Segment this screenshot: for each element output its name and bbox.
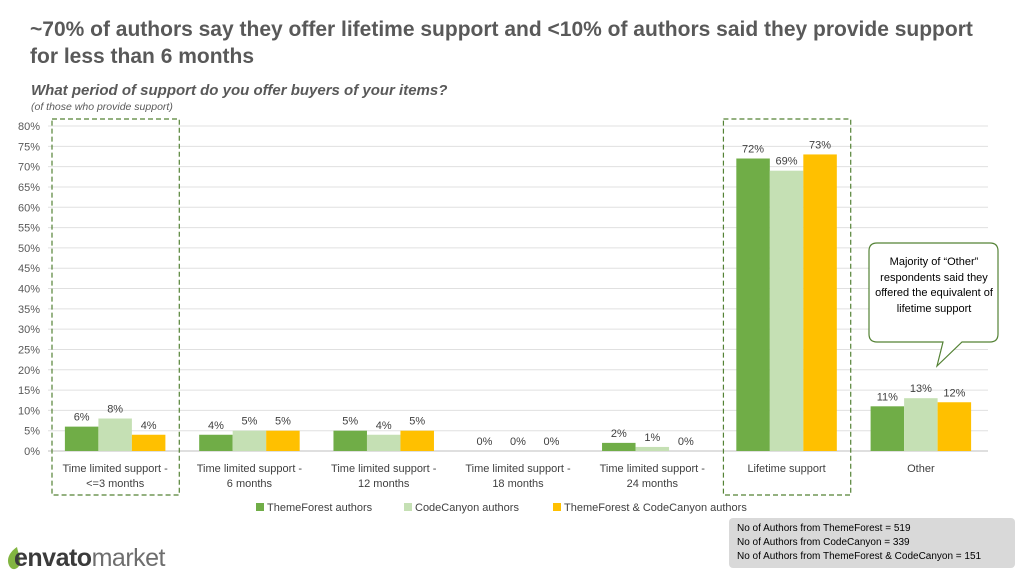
bar	[400, 430, 434, 451]
legend-label: CodeCanyon authors	[415, 502, 519, 514]
data-label: 0%	[544, 436, 560, 448]
bar	[736, 158, 770, 451]
footnote-line: No of Authors from ThemeForest = 519	[737, 523, 911, 534]
data-label: 0%	[510, 436, 526, 448]
data-label: 6%	[74, 412, 90, 424]
legend-swatch	[553, 503, 561, 511]
bar	[266, 430, 300, 451]
highlight-box	[722, 118, 852, 496]
x-tick-label: Time limited support -	[331, 463, 437, 475]
callout-bubble	[868, 242, 999, 368]
bar	[635, 446, 670, 451]
bar	[937, 402, 972, 451]
data-label: 13%	[910, 383, 932, 395]
data-label: 4%	[376, 420, 392, 432]
y-tick-label: 75%	[18, 141, 40, 153]
bar	[904, 398, 938, 451]
data-label: 8%	[107, 404, 123, 416]
x-tick-label: <=3 months	[86, 478, 145, 490]
legend-swatch	[404, 503, 412, 511]
chart-title: ~70% of authors say they offer lifetime …	[30, 18, 973, 68]
footnote-box	[729, 518, 1015, 568]
legend-label: ThemeForest authors	[267, 502, 373, 514]
data-label: 11%	[877, 391, 898, 403]
bar	[602, 442, 636, 451]
envato-market-logo: envatomarket	[14, 544, 166, 573]
data-label: 69%	[776, 156, 798, 168]
envato-leaf-icon	[8, 547, 21, 570]
y-tick-label: 25%	[18, 344, 40, 356]
data-label: 5%	[342, 416, 358, 428]
bar	[131, 434, 166, 451]
data-label: 73%	[809, 139, 831, 151]
x-tick-label: Time limited support -	[197, 463, 303, 475]
x-tick-label: 18 months	[492, 478, 544, 490]
bar	[199, 434, 233, 451]
data-label: 0%	[678, 436, 694, 448]
data-label: 5%	[241, 416, 257, 428]
footnote-line: No of Authors from CodeCanyon = 339	[737, 537, 910, 548]
data-label: 2%	[611, 428, 627, 440]
logo-part-market: market	[91, 544, 166, 572]
data-label: 4%	[208, 420, 224, 432]
x-tick-label: 24 months	[627, 478, 679, 490]
bar	[870, 406, 905, 451]
bar	[366, 434, 401, 451]
x-tick-label: Lifetime support	[747, 463, 825, 475]
data-label: 4%	[141, 420, 157, 432]
y-tick-label: 5%	[24, 426, 40, 438]
bar	[769, 170, 804, 451]
data-label: 5%	[409, 416, 425, 428]
data-label: 72%	[742, 144, 764, 156]
y-tick-label: 20%	[18, 365, 40, 377]
x-tick-label: 12 months	[358, 478, 410, 490]
x-tick-label: Time limited support -	[600, 463, 706, 475]
y-tick-label: 35%	[18, 304, 40, 316]
legend-label: ThemeForest & CodeCanyon authors	[564, 502, 747, 514]
y-tick-label: 40%	[18, 284, 40, 296]
y-tick-label: 50%	[18, 243, 40, 255]
bar	[803, 154, 837, 451]
y-tick-label: 15%	[18, 385, 40, 397]
y-tick-label: 60%	[18, 202, 40, 214]
highlight-box	[51, 118, 180, 496]
y-tick-label: 70%	[18, 162, 40, 174]
data-label: 12%	[943, 387, 965, 399]
y-tick-label: 80%	[18, 121, 40, 133]
chart-subtitle: What period of support do you offer buye…	[31, 82, 448, 99]
bar	[64, 426, 99, 451]
callout-text: Majority of “Other” respondents said the…	[875, 256, 993, 315]
data-label: 1%	[644, 432, 660, 444]
x-tick-label: Time limited support -	[62, 463, 168, 475]
y-tick-label: 10%	[18, 405, 40, 417]
y-tick-label: 0%	[24, 446, 40, 458]
data-label: 0%	[477, 436, 493, 448]
legend-swatch	[256, 503, 264, 511]
x-tick-label: 6 months	[227, 478, 273, 490]
bar	[232, 430, 267, 451]
footnote-line: No of Authors from ThemeForest & CodeCan…	[737, 551, 982, 562]
y-tick-label: 55%	[18, 223, 40, 235]
x-tick-label: Time limited support -	[465, 463, 571, 475]
data-label: 5%	[275, 416, 291, 428]
logo-part-envato: envato	[14, 544, 92, 572]
x-tick-label: Other	[907, 463, 935, 475]
y-tick-label: 65%	[18, 182, 40, 194]
chart-subnote: (of those who provide support)	[31, 101, 173, 113]
bar	[98, 418, 132, 451]
y-tick-label: 30%	[18, 324, 40, 336]
y-tick-label: 45%	[18, 263, 40, 275]
bar	[333, 430, 367, 451]
